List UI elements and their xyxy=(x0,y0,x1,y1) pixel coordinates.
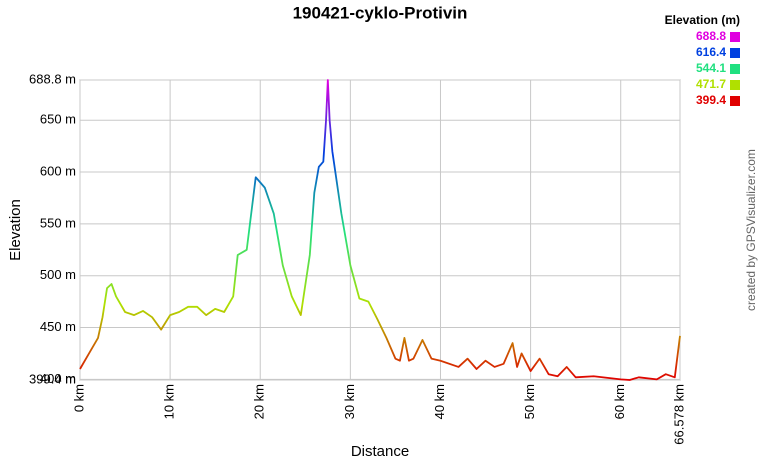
legend-swatch xyxy=(730,64,740,74)
y-axis-label: Elevation xyxy=(7,199,24,261)
y-tick-label: 400 m xyxy=(40,371,76,386)
elevation-line xyxy=(79,79,681,381)
x-tick-label: 50 km xyxy=(522,384,537,419)
plot-area xyxy=(79,79,681,381)
credit: created by GPSVisualizer.com xyxy=(744,149,758,311)
x-tick-label: 66.578 km xyxy=(671,384,686,445)
legend-label: 616.4 xyxy=(696,45,726,59)
y-tick-label: 500 m xyxy=(40,267,76,282)
x-tick-label: 30 km xyxy=(342,384,357,419)
x-tick-label: 10 km xyxy=(162,384,177,419)
x-tick-label: 0 km xyxy=(71,384,86,412)
legend-swatch xyxy=(730,96,740,106)
y-tick-label: 688.8 m xyxy=(29,71,76,86)
y-tick-label: 450 m xyxy=(40,319,76,334)
legend-swatch xyxy=(730,48,740,58)
legend-title: Elevation (m) xyxy=(665,13,740,27)
x-tick-label: 40 km xyxy=(432,384,447,419)
y-tick-label: 600 m xyxy=(40,163,76,178)
x-tick-label: 60 km xyxy=(612,384,627,419)
legend-label: 544.1 xyxy=(696,61,726,75)
legend-label: 688.8 xyxy=(696,29,726,43)
y-tick-label: 550 m xyxy=(40,215,76,230)
legend-swatch xyxy=(730,80,740,90)
legend-swatch xyxy=(730,32,740,42)
y-tick-label: 650 m xyxy=(40,112,76,127)
chart-title: 190421-cyklo-Protivin xyxy=(293,3,468,22)
x-axis-label: Distance xyxy=(351,443,409,460)
y-tick-label: 399.4 m xyxy=(29,371,76,386)
legend-label: 471.7 xyxy=(696,77,726,91)
x-tick-label: 20 km xyxy=(252,384,267,419)
legend-label: 399.4 xyxy=(696,93,726,107)
